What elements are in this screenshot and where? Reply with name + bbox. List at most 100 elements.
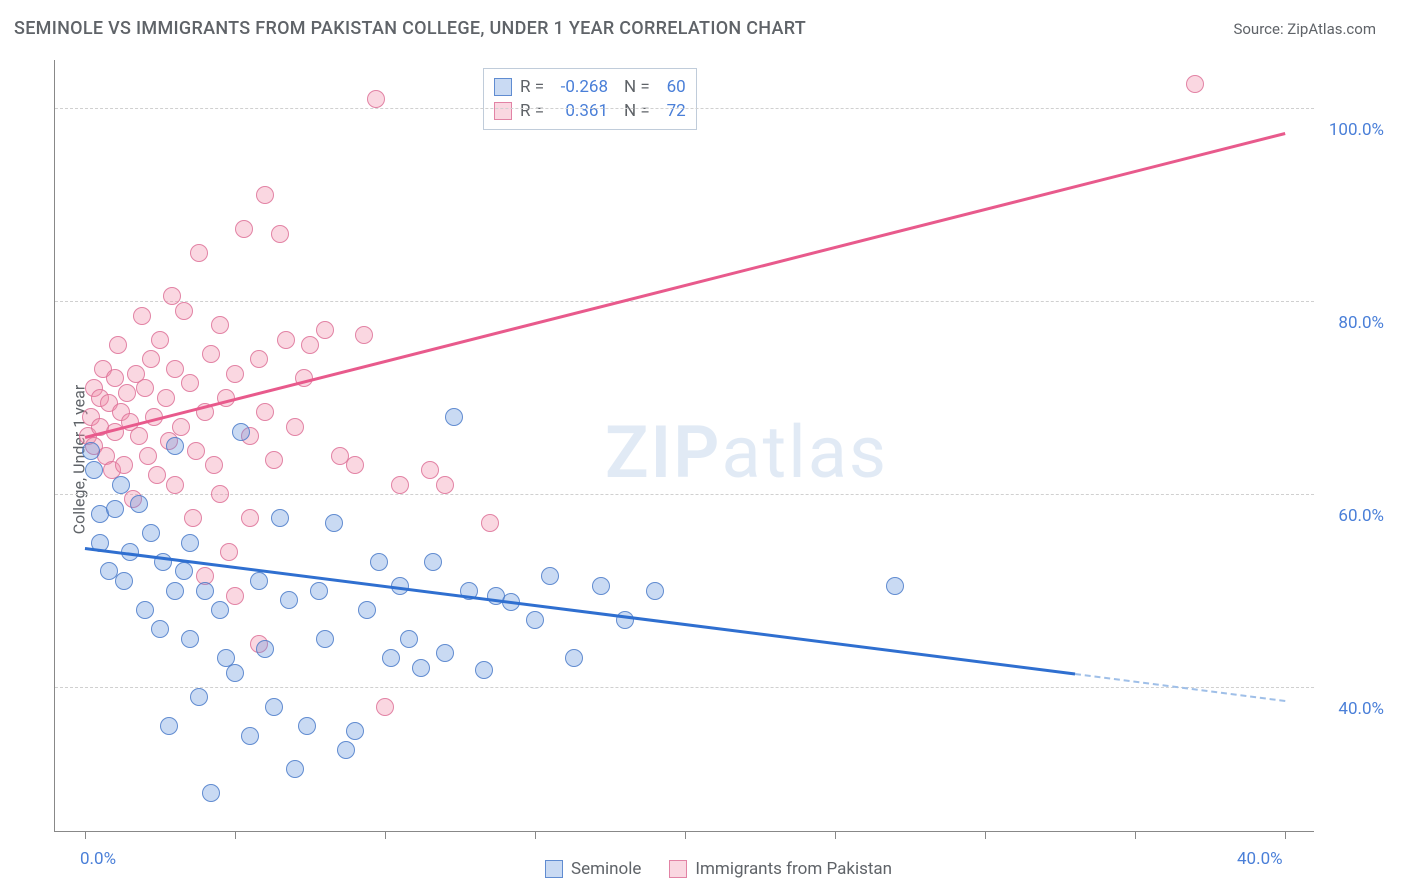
data-point	[190, 244, 208, 262]
x-tick	[235, 831, 236, 839]
data-point	[565, 649, 583, 667]
data-point	[337, 741, 355, 759]
data-point	[355, 326, 373, 344]
stats-row-blue: R = -0.268 N = 60	[494, 75, 686, 99]
data-point	[358, 601, 376, 619]
data-point	[316, 630, 334, 648]
data-point	[181, 534, 199, 552]
data-point	[391, 476, 409, 494]
data-point	[325, 514, 343, 532]
data-point	[181, 374, 199, 392]
data-point	[646, 582, 664, 600]
x-tick	[85, 831, 86, 839]
data-point	[592, 577, 610, 595]
chart-container: College, Under 1 year ZIPatlas R = -0.26…	[14, 50, 1394, 892]
data-point	[82, 442, 100, 460]
data-point	[445, 408, 463, 426]
data-point	[250, 350, 268, 368]
swatch-blue-icon	[494, 78, 512, 96]
data-point	[112, 476, 130, 494]
data-point	[148, 466, 166, 484]
x-tick-label: 0.0%	[80, 849, 116, 869]
data-point	[109, 336, 127, 354]
legend-blue-label: Seminole	[571, 859, 641, 879]
data-point	[211, 601, 229, 619]
data-point	[175, 302, 193, 320]
swatch-pink-icon	[494, 102, 512, 120]
data-point	[346, 456, 364, 474]
data-point	[115, 456, 133, 474]
n-label: N =	[624, 77, 650, 97]
data-point	[226, 365, 244, 383]
data-point	[136, 379, 154, 397]
regression-line	[85, 132, 1286, 438]
data-point	[271, 509, 289, 527]
data-point	[196, 582, 214, 600]
data-point	[241, 727, 259, 745]
data-point	[202, 345, 220, 363]
data-point	[151, 620, 169, 638]
data-point	[211, 316, 229, 334]
data-point	[298, 717, 316, 735]
data-point	[151, 331, 169, 349]
x-tick	[1135, 831, 1136, 839]
data-point	[265, 698, 283, 716]
data-point	[481, 514, 499, 532]
r-label: R =	[520, 77, 544, 97]
data-point	[436, 644, 454, 662]
x-tick	[1285, 831, 1286, 839]
data-point	[139, 447, 157, 465]
data-point	[400, 630, 418, 648]
data-point	[376, 698, 394, 716]
data-point	[475, 661, 493, 679]
data-point	[175, 562, 193, 580]
data-point	[133, 307, 151, 325]
stats-row-pink: R = 0.361 N = 72	[494, 99, 686, 123]
pink-r-value: 0.361	[552, 101, 608, 121]
data-point	[226, 587, 244, 605]
y-tick-label: 100.0%	[1329, 120, 1384, 140]
data-point	[130, 427, 148, 445]
y-tick-label: 60.0%	[1338, 506, 1384, 526]
data-point	[271, 225, 289, 243]
data-point	[226, 664, 244, 682]
data-point	[172, 418, 190, 436]
data-point	[187, 442, 205, 460]
data-point	[616, 611, 634, 629]
blue-n-value: 60	[658, 77, 686, 97]
grid-line	[55, 108, 1314, 109]
data-point	[118, 384, 136, 402]
data-point	[190, 688, 208, 706]
data-point	[316, 321, 334, 339]
data-point	[286, 418, 304, 436]
y-tick-label: 80.0%	[1338, 313, 1384, 333]
stats-box: R = -0.268 N = 60 R = 0.361 N = 72	[483, 68, 697, 130]
data-point	[436, 476, 454, 494]
x-tick	[685, 831, 686, 839]
data-point	[211, 485, 229, 503]
data-point	[220, 543, 238, 561]
data-point	[424, 553, 442, 571]
data-point	[265, 451, 283, 469]
data-point	[346, 722, 364, 740]
data-point	[256, 403, 274, 421]
watermark-zip: ZIP	[605, 410, 721, 495]
data-point	[166, 437, 184, 455]
data-point	[184, 509, 202, 527]
data-point	[115, 572, 133, 590]
data-point	[205, 456, 223, 474]
blue-r-value: -0.268	[552, 77, 608, 97]
data-point	[142, 350, 160, 368]
data-point	[106, 500, 124, 518]
data-point	[277, 331, 295, 349]
data-point	[250, 572, 268, 590]
data-point	[1186, 75, 1204, 93]
bottom-legend: Seminole Immigrants from Pakistan	[545, 859, 892, 879]
data-point	[130, 495, 148, 513]
data-point	[232, 423, 250, 441]
plot-area: ZIPatlas R = -0.268 N = 60 R = 0.361 N =…	[54, 60, 1314, 832]
legend-item-blue: Seminole	[545, 859, 641, 879]
swatch-pink-icon	[669, 860, 687, 878]
data-point	[421, 461, 439, 479]
swatch-blue-icon	[545, 860, 563, 878]
